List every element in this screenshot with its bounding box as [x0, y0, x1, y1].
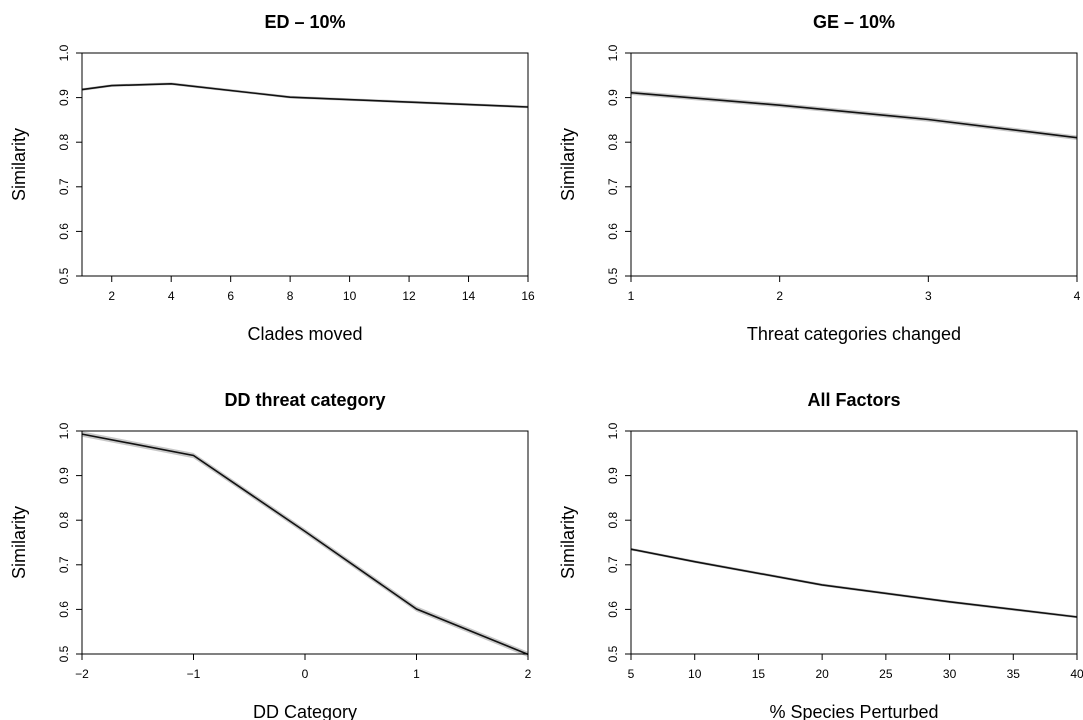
plot-frame	[81, 52, 529, 277]
y-tick-label: 0.7	[57, 556, 71, 573]
chart-panel-4: 5 10 15 20 25 30 35 40 0.5 0.6 0.7 0.8 0.9 1.0 All Fac…	[558, 390, 1083, 720]
data-point	[926, 117, 930, 121]
x-tick-label: 15	[752, 667, 766, 681]
x-tick-label: 10	[343, 289, 357, 303]
y-axis-label: Similarity	[558, 506, 578, 579]
y-tick-label: 0.5	[606, 267, 620, 284]
data-point	[192, 454, 196, 458]
x-tick-label: 4	[168, 289, 175, 303]
x-axis-label: Threat categories changed	[747, 324, 961, 344]
y-axis-label: Similarity	[9, 128, 29, 201]
y-tick-label: 0.6	[57, 601, 71, 618]
chart-title: DD threat category	[224, 390, 385, 410]
y-tick-label: 0.5	[57, 645, 71, 662]
x-tick-label: 2	[776, 289, 783, 303]
x-tick-label: 16	[521, 289, 535, 303]
x-tick-label: 10	[688, 667, 702, 681]
y-tick-label: 0.9	[606, 89, 620, 106]
x-tick-label: 14	[462, 289, 476, 303]
y-tick-label: 0.9	[57, 467, 71, 484]
plot-frame	[630, 430, 1078, 655]
x-tick-label: 0	[302, 667, 309, 681]
y-tick-label: 0.5	[606, 645, 620, 662]
y-tick-label: 1.0	[57, 422, 71, 439]
x-tick-label: 4	[1074, 289, 1081, 303]
x-tick-label: −1	[187, 667, 201, 681]
confidence-band	[82, 431, 528, 658]
y-tick-label: 1.0	[606, 44, 620, 61]
y-tick-label: 0.8	[57, 512, 71, 529]
y-tick-label: 0.6	[606, 601, 620, 618]
data-point	[693, 560, 697, 564]
series-line	[81, 82, 529, 108]
y-tick-label: 0.8	[606, 512, 620, 529]
y-tick-label: 0.9	[606, 467, 620, 484]
y-tick-label: 0.7	[606, 178, 620, 195]
y-tick-label: 1.0	[606, 422, 620, 439]
y-tick-label: 0.8	[57, 134, 71, 151]
y-axis-label: Similarity	[9, 506, 29, 579]
x-tick-label: 30	[943, 667, 957, 681]
x-tick-label: 2	[525, 667, 532, 681]
data-point	[778, 103, 782, 107]
x-tick-label: 2	[108, 289, 115, 303]
chart-title: All Factors	[807, 390, 900, 410]
chart-panel-3: −2 −1 0 1 2 0.5 0.6 0.7 0.8 0.9 1.0 DD threat categ…	[9, 390, 532, 720]
series-line	[630, 91, 1078, 139]
x-tick-label: 1	[628, 289, 635, 303]
x-tick-label: 12	[402, 289, 416, 303]
confidence-band	[631, 547, 1077, 619]
x-tick-label: 8	[287, 289, 294, 303]
data-point	[169, 82, 173, 86]
y-tick-label: 0.8	[606, 134, 620, 151]
series-line	[630, 548, 1078, 618]
data-point	[288, 95, 292, 99]
x-axis-label: DD Category	[253, 702, 357, 720]
y-axis-label: Similarity	[558, 128, 578, 201]
y-tick-label: 0.5	[57, 267, 71, 284]
x-tick-label: 5	[628, 667, 635, 681]
chart-panel-1: 2 4 6 8 10 12 14 16 0.5 0.6 0.7 0.8 0.9 1.0 ED – 10% Cl…	[9, 12, 535, 344]
data-point	[415, 607, 419, 611]
y-tick-label: 0.7	[606, 556, 620, 573]
x-tick-label: 40	[1070, 667, 1083, 681]
x-tick-label: 3	[925, 289, 932, 303]
y-tick-label: 0.6	[606, 223, 620, 240]
y-tick-label: 0.7	[57, 178, 71, 195]
chart-panel-2: 1 2 3 4 0.5 0.6 0.7 0.8 0.9 1.0 GE – 10% Threat cat…	[558, 12, 1081, 344]
x-tick-label: 6	[227, 289, 234, 303]
data-point	[820, 583, 824, 587]
data-point	[303, 529, 307, 533]
chart-title: ED – 10%	[264, 12, 345, 32]
plot-frame	[81, 430, 529, 655]
y-tick-label: 0.6	[57, 223, 71, 240]
plot-frame	[630, 52, 1078, 277]
y-tick-label: 0.9	[57, 89, 71, 106]
data-point	[948, 600, 952, 604]
chart-title: GE – 10%	[813, 12, 895, 32]
x-axis-label: % Species Perturbed	[769, 702, 938, 720]
x-tick-label: −2	[75, 667, 89, 681]
x-tick-label: 20	[815, 667, 829, 681]
x-tick-label: 1	[413, 667, 420, 681]
x-tick-label: 35	[1007, 667, 1021, 681]
y-tick-label: 1.0	[57, 44, 71, 61]
series-line	[81, 433, 529, 656]
data-point	[110, 84, 114, 88]
x-axis-label: Clades moved	[247, 324, 362, 344]
x-tick-label: 25	[879, 667, 893, 681]
